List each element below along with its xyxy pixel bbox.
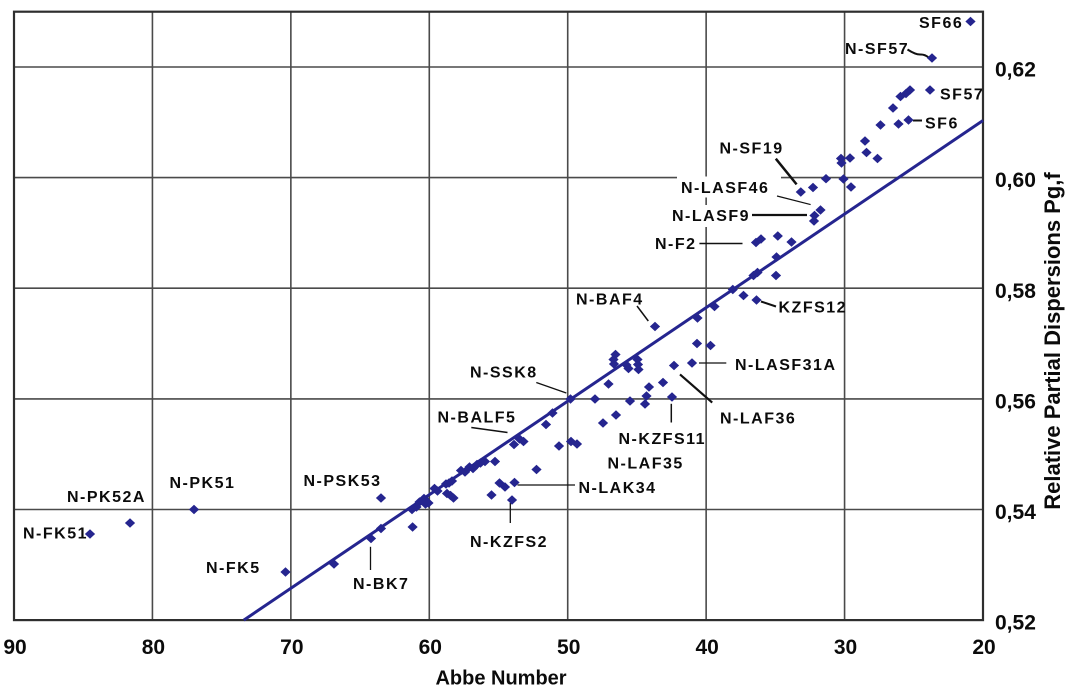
- svg-text:0,54: 0,54: [995, 501, 1036, 524]
- svg-text:N-LASF31A: N-LASF31A: [735, 357, 837, 374]
- svg-text:N-FK5: N-FK5: [206, 560, 261, 577]
- svg-text:N-SF57: N-SF57: [845, 41, 909, 58]
- svg-text:N-BALF5: N-BALF5: [438, 409, 517, 426]
- svg-text:SF66: SF66: [919, 15, 963, 32]
- svg-text:N-FK51: N-FK51: [23, 526, 88, 543]
- svg-text:N-BAF4: N-BAF4: [576, 292, 644, 309]
- svg-text:20: 20: [972, 636, 995, 659]
- svg-text:N-LAF35: N-LAF35: [608, 456, 684, 473]
- svg-text:N-F2: N-F2: [655, 236, 697, 253]
- svg-text:N-KZFS11: N-KZFS11: [619, 431, 707, 448]
- svg-text:N-SSK8: N-SSK8: [470, 364, 538, 381]
- svg-text:N-KZFS2: N-KZFS2: [470, 534, 548, 551]
- svg-text:0,60: 0,60: [995, 169, 1036, 192]
- svg-text:N-PK51: N-PK51: [170, 475, 236, 492]
- svg-text:0,58: 0,58: [995, 280, 1036, 303]
- svg-text:N-PSK53: N-PSK53: [304, 473, 382, 490]
- svg-text:N-LASF46: N-LASF46: [681, 180, 769, 197]
- svg-text:N-BK7: N-BK7: [353, 576, 409, 593]
- svg-text:90: 90: [3, 636, 26, 659]
- svg-text:80: 80: [142, 636, 165, 659]
- svg-text:0,62: 0,62: [995, 59, 1036, 82]
- svg-text:70: 70: [280, 636, 303, 659]
- svg-text:Abbe Number: Abbe Number: [435, 668, 566, 690]
- svg-text:60: 60: [419, 636, 442, 659]
- svg-text:SF57: SF57: [940, 87, 984, 104]
- svg-text:N-LAK34: N-LAK34: [579, 480, 657, 497]
- svg-text:N-PK52A: N-PK52A: [67, 489, 146, 506]
- svg-text:50: 50: [557, 636, 580, 659]
- svg-text:40: 40: [695, 636, 718, 659]
- svg-text:0,52: 0,52: [995, 612, 1036, 635]
- svg-text:N-SF19: N-SF19: [720, 141, 784, 158]
- svg-text:SF6: SF6: [925, 116, 959, 133]
- svg-text:Relative Partial Dispersions P: Relative Partial Dispersions Pg,f: [1040, 172, 1065, 510]
- svg-text:N-LAF36: N-LAF36: [720, 410, 796, 427]
- svg-text:0,56: 0,56: [995, 391, 1036, 414]
- svg-text:30: 30: [834, 636, 857, 659]
- svg-text:N-LASF9: N-LASF9: [672, 208, 750, 225]
- svg-text:KZFS12: KZFS12: [779, 300, 848, 317]
